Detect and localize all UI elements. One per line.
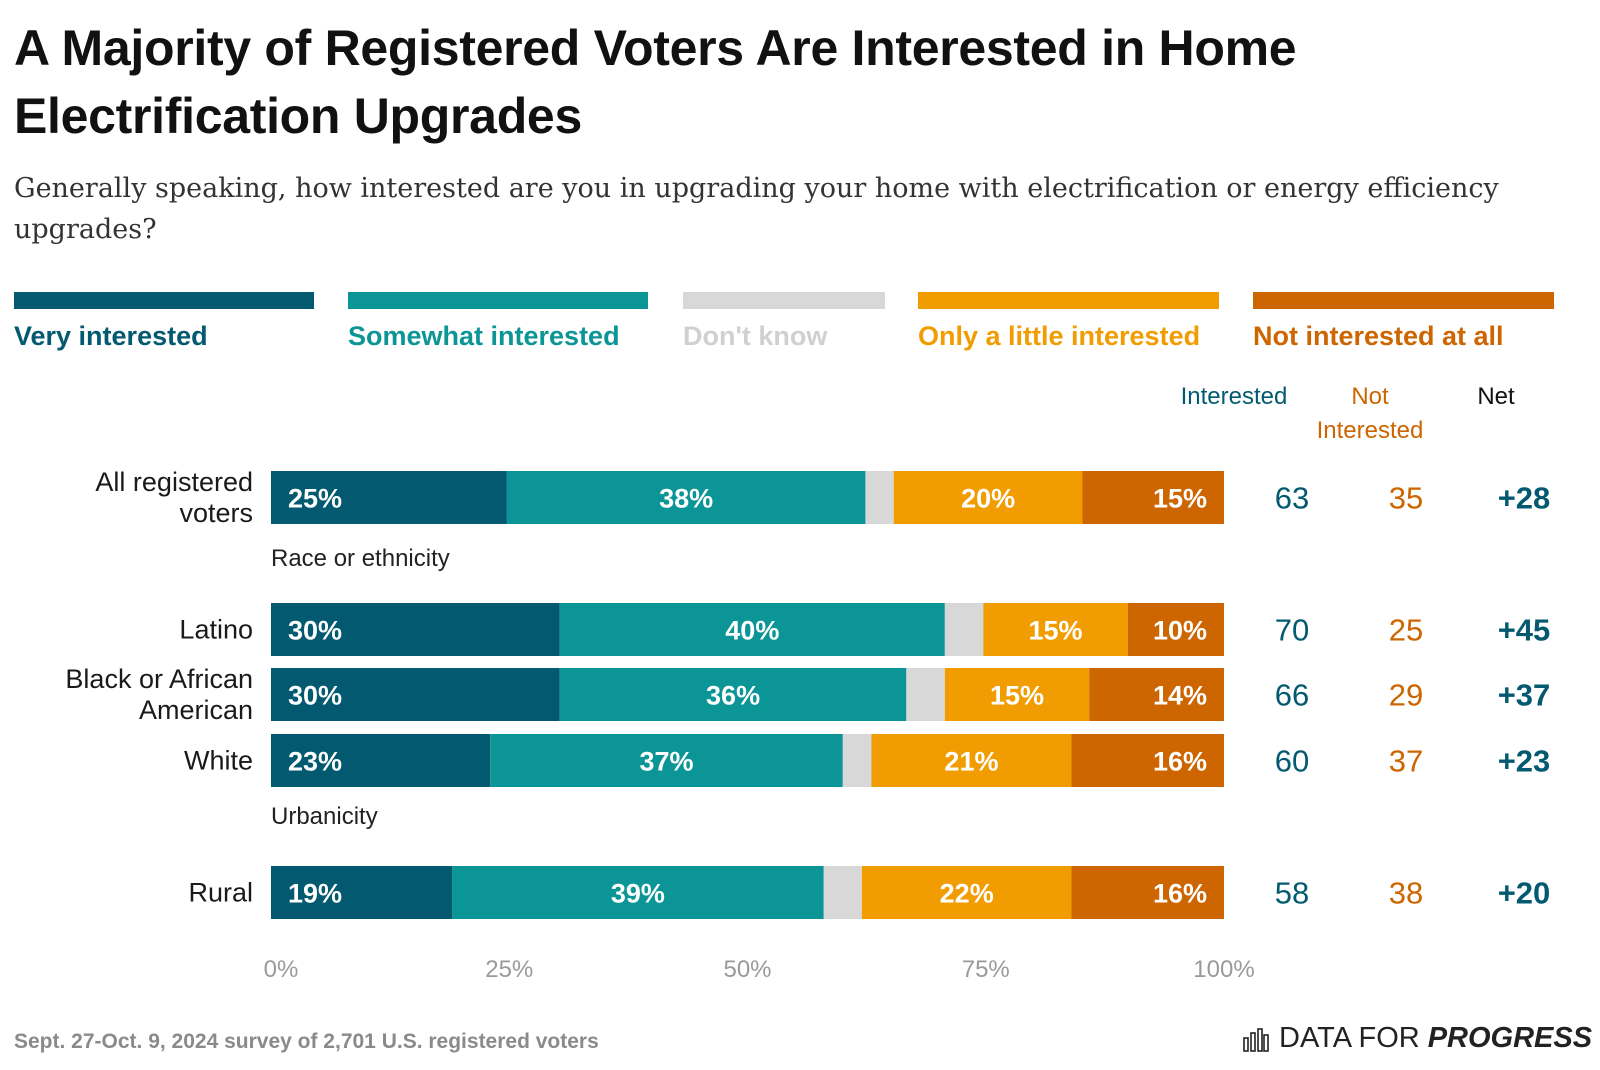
- legend-item-very-interested: Very interested: [14, 292, 314, 352]
- interested-value: 63: [1275, 481, 1309, 516]
- brand-name-strong: PROGRESS: [1427, 1022, 1593, 1054]
- bar-value-label: 39%: [611, 879, 665, 909]
- bar-segment: [944, 603, 984, 656]
- bar-segment: [865, 471, 894, 524]
- legend-swatch: [1253, 292, 1554, 309]
- x-tick-label: 100%: [1193, 956, 1254, 983]
- bar-segment: [490, 734, 843, 787]
- interested-value: 60: [1275, 744, 1309, 779]
- chart-title: A Majority of Registered Voters Are Inte…: [14, 20, 1297, 144]
- bar-value-label: 36%: [706, 681, 760, 711]
- x-tick-label: 75%: [962, 956, 1010, 983]
- interested-value: 66: [1275, 678, 1309, 713]
- interested-value: 70: [1275, 613, 1309, 648]
- interested-value: 58: [1275, 876, 1309, 911]
- net-value: +28: [1498, 481, 1551, 516]
- bar-value-label: 19%: [288, 879, 342, 909]
- bar-segment: [1082, 471, 1224, 524]
- bar-value-label: 23%: [288, 747, 342, 777]
- legend-label: Don't know: [683, 321, 828, 351]
- bar-segment: [271, 734, 491, 787]
- bar-value-label: 22%: [940, 879, 994, 909]
- legend-label: Not interested at all: [1253, 321, 1504, 351]
- bar-segment: [842, 734, 872, 787]
- brand-logo: DATA FOR PROGRESS: [1243, 1022, 1592, 1055]
- bar-segment: [893, 471, 1083, 524]
- bar-chart-logo-icon: [1243, 1027, 1269, 1052]
- category-label: Rural: [188, 878, 253, 908]
- brand-name-light: DATA FOR: [1279, 1022, 1420, 1054]
- net-value: +37: [1498, 678, 1551, 713]
- bar-segment: [906, 668, 945, 721]
- bar-segment: [506, 471, 866, 524]
- legend-label: Somewhat interested: [348, 321, 620, 351]
- category-label: Latino: [179, 615, 253, 645]
- column-header-not-interested: Not Interested: [1316, 383, 1424, 444]
- bar-segment: [559, 603, 945, 656]
- bar-segment: [271, 866, 453, 919]
- net-value: +23: [1498, 744, 1551, 779]
- x-tick-label: 0%: [264, 956, 299, 983]
- bar-value-label: 16%: [1153, 879, 1207, 909]
- category-label: White: [184, 746, 253, 776]
- bar-segment: [983, 603, 1128, 656]
- bar-segment: [823, 866, 862, 919]
- bar-value-label: 38%: [659, 484, 713, 514]
- not-interested-value: 38: [1389, 876, 1423, 911]
- bar-segment: [1071, 866, 1224, 919]
- bar-segment: [271, 471, 507, 524]
- x-tick-label: 25%: [485, 956, 533, 983]
- bar-segment: [861, 866, 1072, 919]
- bar-value-label: 10%: [1153, 616, 1207, 646]
- not-interested-value: 37: [1389, 744, 1423, 779]
- legend-swatch: [683, 292, 885, 309]
- not-interested-value: 29: [1389, 678, 1423, 713]
- chart-subtitle: Generally speaking, how interested are y…: [14, 173, 1499, 245]
- bar-segment: [559, 668, 907, 721]
- group-label-urbanicity: Urbanicity: [271, 803, 378, 830]
- bar-segment: [1071, 734, 1224, 787]
- bar-value-label: 30%: [288, 681, 342, 711]
- legend-item-only-a-little-interested: Only a little interested: [918, 292, 1219, 352]
- x-tick-label: 50%: [723, 956, 771, 983]
- bar-value-label: 40%: [725, 616, 779, 646]
- bar-segment: [871, 734, 1072, 787]
- bar-segment: [271, 603, 560, 656]
- bar-value-label: 21%: [944, 747, 998, 777]
- bar-value-label: 30%: [288, 616, 342, 646]
- net-value: +20: [1498, 876, 1551, 911]
- bar-segment: [452, 866, 824, 919]
- footer-source: Sept. 27-Oct. 9, 2024 survey of 2,701 U.…: [14, 1030, 599, 1053]
- group-label-race: Race or ethnicity: [271, 545, 450, 572]
- bar-value-label: 16%: [1153, 747, 1207, 777]
- legend-swatch: [918, 292, 1219, 309]
- legend-label: Only a little interested: [918, 321, 1201, 351]
- legend-label: Very interested: [14, 321, 208, 351]
- column-header-interested: Interested: [1180, 383, 1288, 410]
- legend-item-not-interested-at-all: Not interested at all: [1253, 292, 1554, 352]
- category-label: Black or African American: [65, 664, 253, 725]
- bar-value-label: 15%: [990, 681, 1044, 711]
- legend-swatch: [348, 292, 648, 309]
- category-label: All registered voters: [95, 467, 253, 528]
- bar-value-label: 15%: [1153, 484, 1207, 514]
- not-interested-value: 35: [1389, 481, 1423, 516]
- column-header-net: Net: [1477, 383, 1515, 410]
- bar-segment: [1127, 603, 1224, 656]
- not-interested-value: 25: [1389, 613, 1423, 648]
- legend-item-dont-know: Don't know: [683, 292, 885, 352]
- bar-value-label: 37%: [639, 747, 693, 777]
- net-value: +45: [1498, 613, 1551, 648]
- bar-segment: [271, 668, 560, 721]
- bar-value-label: 15%: [1029, 616, 1083, 646]
- bar-segment: [1089, 668, 1224, 721]
- legend-swatch: [14, 292, 314, 309]
- bar-value-label: 20%: [961, 484, 1015, 514]
- bar-segment: [944, 668, 1090, 721]
- legend-item-somewhat-interested: Somewhat interested: [348, 292, 648, 352]
- bar-value-label: 25%: [288, 484, 342, 514]
- bar-value-label: 14%: [1153, 681, 1207, 711]
